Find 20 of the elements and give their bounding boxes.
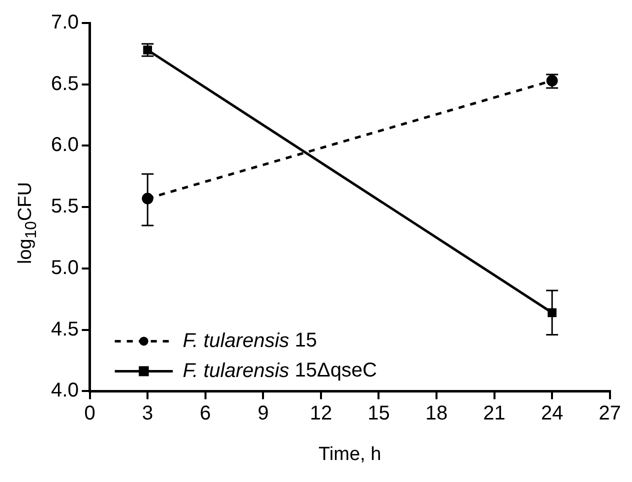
y-tick-label: 7.0 (50, 12, 79, 34)
y-tick-label: 4.5 (50, 318, 79, 340)
legend-label: F. tularensis 15 (182, 330, 317, 352)
y-tick-label: 4.0 (50, 380, 79, 402)
legend-label: F. tularensis 15ΔqseC (182, 360, 378, 382)
x-axis-title: Time, h (318, 444, 382, 465)
y-tick-label: 5.5 (50, 196, 79, 218)
x-tick-label: 12 (310, 402, 332, 425)
x-tick-label: 24 (540, 402, 564, 425)
x-tick-label: 21 (483, 402, 506, 425)
y-tick-label: 6.0 (50, 134, 79, 156)
x-tick-label: 15 (368, 402, 390, 425)
x-tick-label: 9 (258, 402, 269, 425)
x-tick-label: 6 (200, 402, 211, 425)
x-tick-label: 18 (425, 402, 448, 425)
x-tick-label: 3 (142, 402, 154, 425)
x-tick-label: 0 (84, 402, 96, 425)
x-tick-label: 27 (598, 402, 621, 425)
y-tick-label: 5.0 (50, 256, 79, 279)
y-tick-label: 6.5 (50, 72, 79, 95)
